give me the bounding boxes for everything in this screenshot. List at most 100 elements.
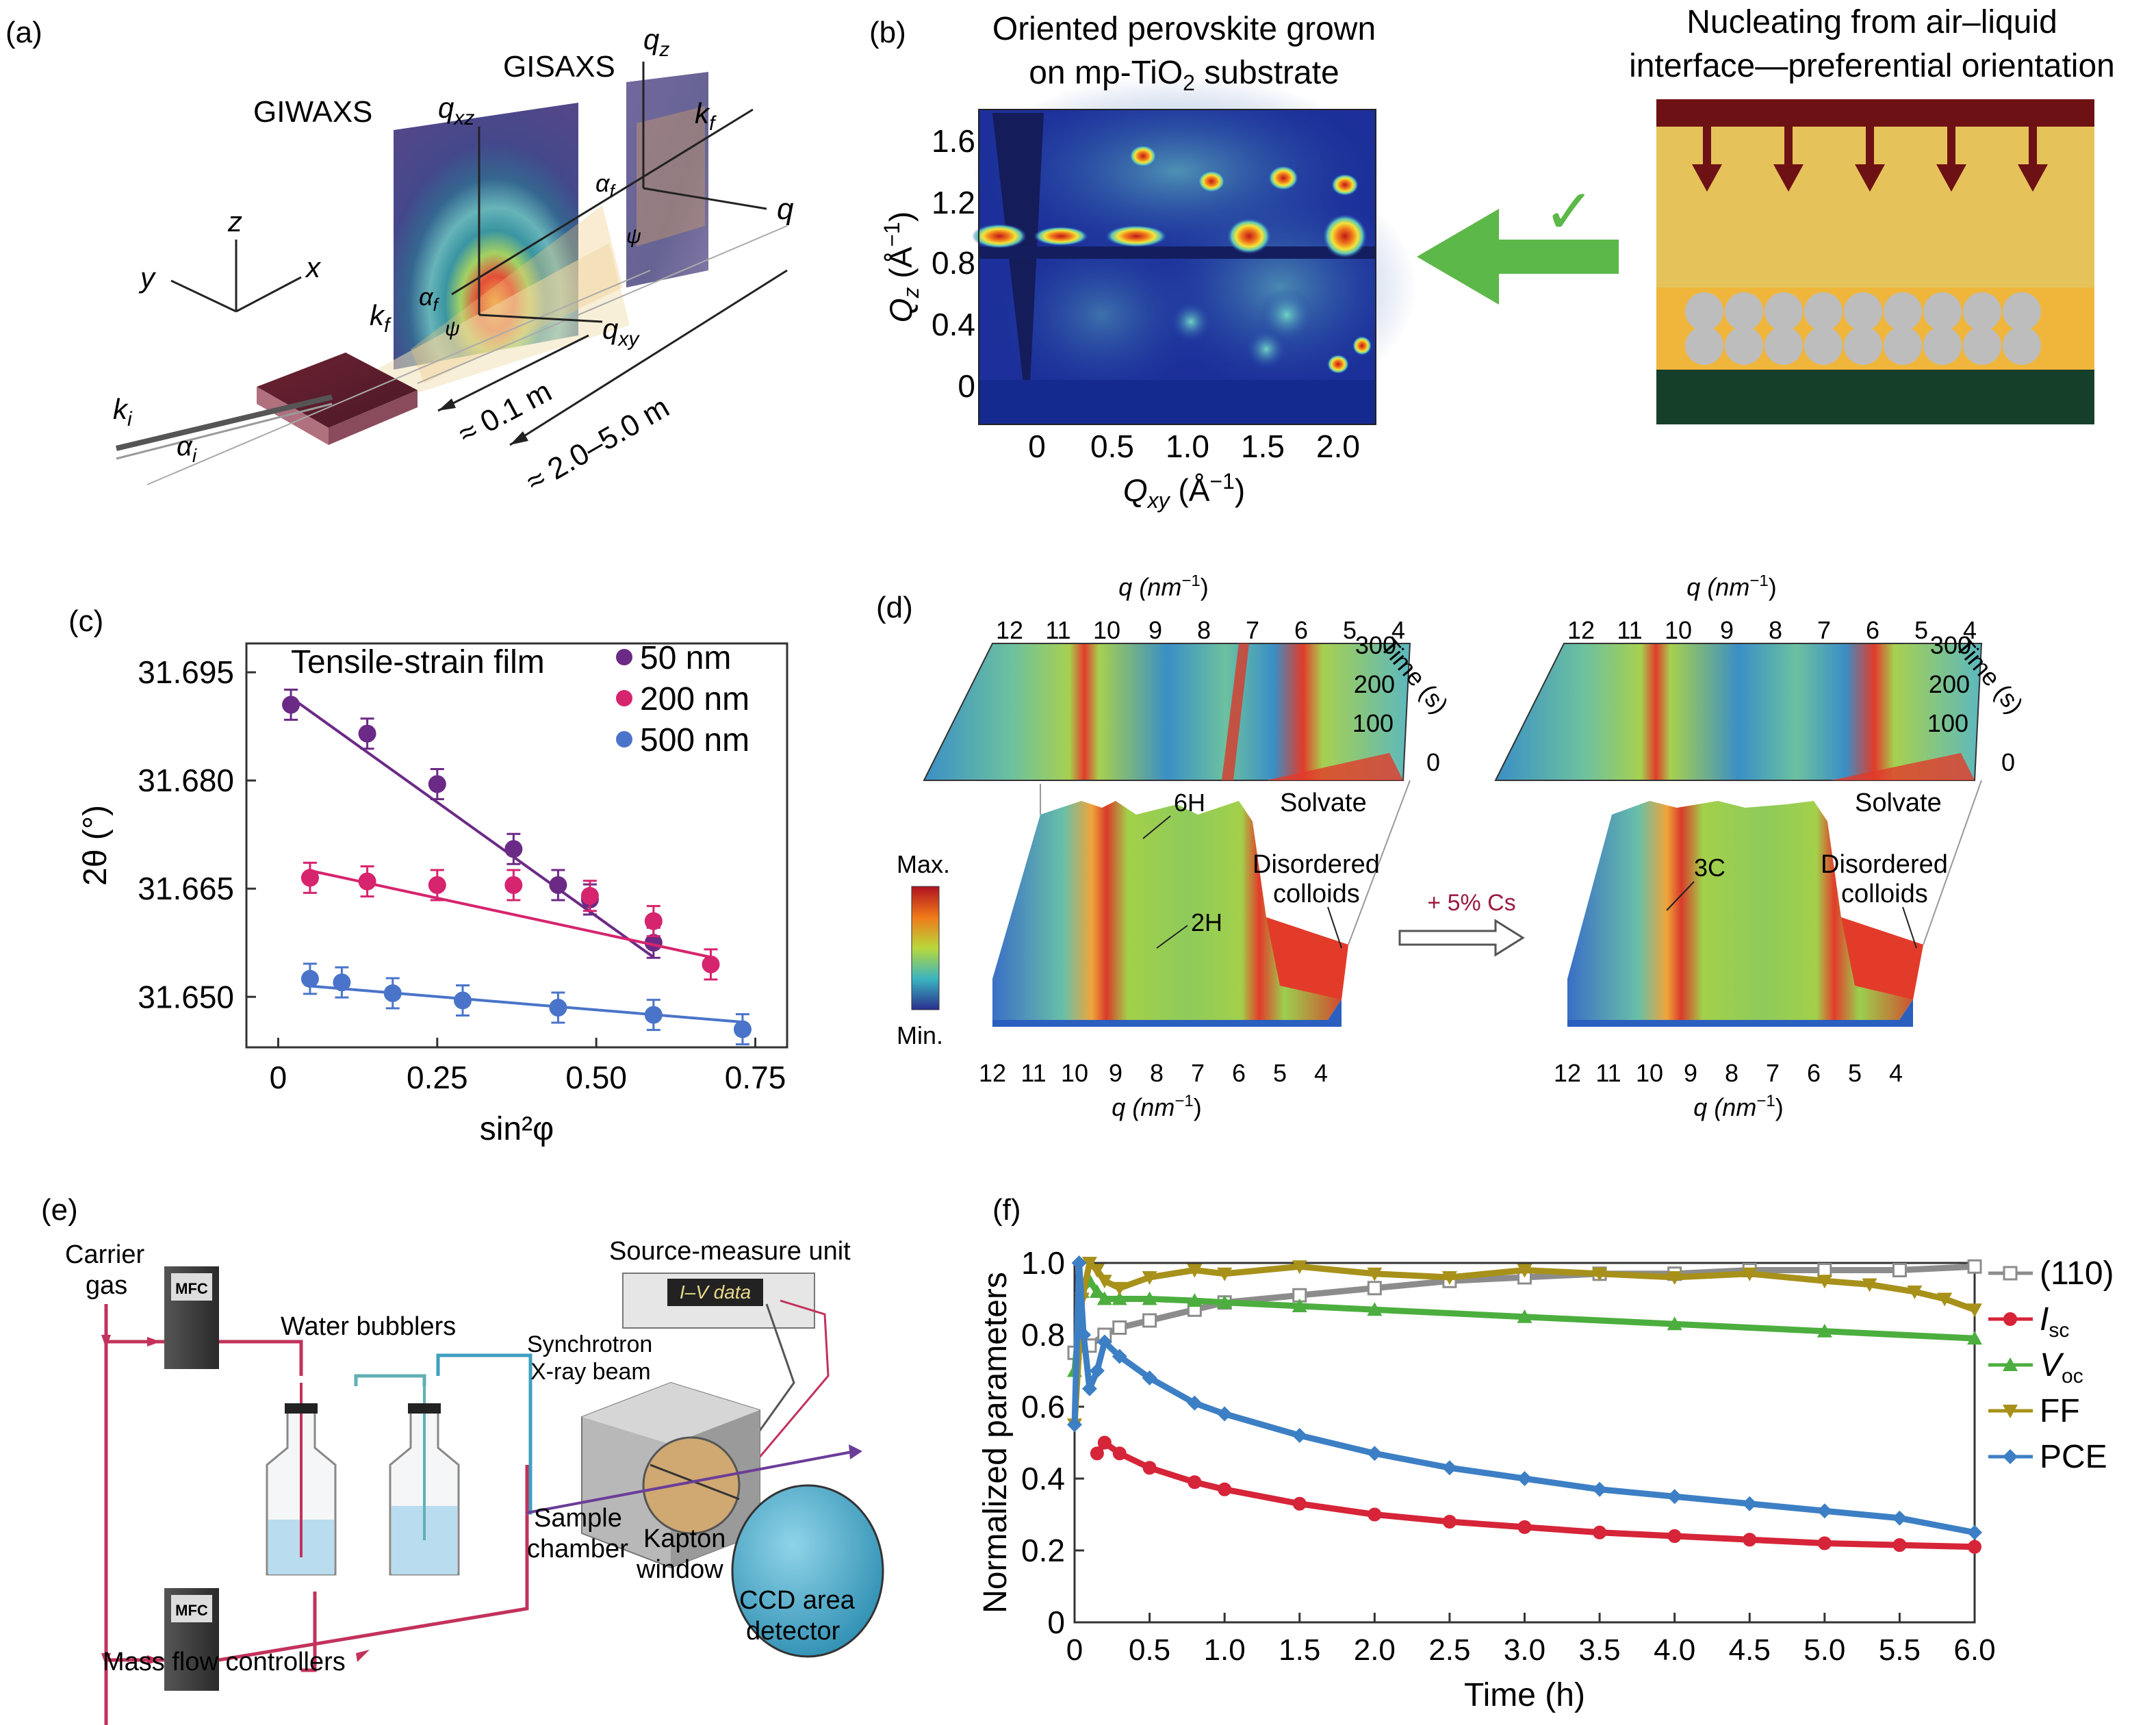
b-ytick: 1.2: [932, 185, 975, 220]
d-bottom-qtick: 7: [1766, 1059, 1780, 1087]
b-right-title-2: interface—preferential orientation: [1629, 48, 2115, 84]
xtick-label: 0.25: [407, 1060, 468, 1095]
data-marker: [1517, 1309, 1532, 1323]
data-marker: [1368, 1507, 1382, 1522]
b-xlabel: Qxy (Å−1): [1123, 469, 1245, 513]
data-point: [300, 969, 319, 988]
d-bottom-qtick: 11: [1021, 1059, 1046, 1087]
data-marker: [1081, 1257, 1097, 1270]
data-point: [454, 991, 472, 1010]
data-point: [580, 886, 599, 905]
green-arrow: [1417, 209, 1619, 305]
y-axis-label: Normalized parameters: [977, 1272, 1014, 1613]
data-marker: [1187, 1395, 1203, 1411]
data-point: [702, 955, 720, 973]
svg-text:αf: αf: [595, 169, 617, 201]
data-marker: [1441, 1271, 1457, 1285]
data-marker: [1968, 1539, 1981, 1554]
svg-text:q (nm−1): q (nm−1): [1112, 1092, 1201, 1121]
giwaxs-label: GIWAXS: [253, 95, 372, 129]
cs-arrow: [1398, 919, 1525, 957]
ytick-label: 31.665: [138, 871, 234, 906]
data-marker: [1743, 1533, 1757, 1547]
ytick-label: 1.0: [1021, 1245, 1065, 1281]
data-marker: [1142, 1370, 1157, 1385]
data-marker: [1862, 1278, 1877, 1292]
data-marker: [1071, 1255, 1087, 1270]
chart-c: (c) 31.695 31.680 31.665 31.650 0 0.25 0.50 0.75…: [68, 604, 788, 1147]
data-point: [644, 1006, 663, 1024]
kapton-1: Kapton: [643, 1524, 726, 1553]
data-marker: [1667, 1271, 1682, 1285]
panel-d: (d) 12 11 10 9 8 7 6 5 4 12 11 10 9 8 7 6 5 4 q (nm−1) q …: [876, 575, 2029, 1121]
d-top-qtick: 8: [1197, 616, 1211, 644]
axis-x: x: [305, 251, 322, 283]
xtick-label: 2.0: [1354, 1633, 1396, 1667]
kapton-window: [642, 1436, 741, 1535]
ccd-detector: [731, 1484, 884, 1658]
data-marker: [1967, 1331, 1982, 1345]
data-marker: [2003, 1266, 2018, 1281]
fit-line: [309, 984, 743, 1024]
data-marker: [1089, 1284, 1105, 1298]
data-marker: [1081, 1381, 1097, 1396]
data-marker: [1967, 1524, 1982, 1540]
svg-text:qz: qz: [643, 23, 669, 61]
b-right-title-1: Nucleating from air–liquid: [1686, 4, 2057, 40]
carrier-gas-2: gas: [86, 1271, 127, 1300]
legend-marker: [616, 649, 632, 665]
svg-text:I–V data: I–V data: [680, 1281, 751, 1303]
d-top-qtick: 6: [1294, 616, 1308, 644]
label-6h: 6H: [1174, 789, 1205, 817]
xtick-label: 1.0: [1204, 1633, 1246, 1667]
data-marker: [1188, 1475, 1202, 1490]
ytick-label: 31.650: [138, 979, 234, 1014]
y-axis-label: 2θ (°): [77, 805, 114, 886]
data-marker: [1517, 1520, 1532, 1534]
data-marker: [1097, 1435, 1112, 1450]
data-marker: [1892, 1510, 1908, 1526]
data-marker: [1142, 1291, 1157, 1305]
legend-label: 50 nm: [640, 640, 731, 676]
data-marker: [1218, 1482, 1232, 1496]
b-ytick: 0: [958, 368, 975, 404]
data-marker: [2003, 1357, 2018, 1371]
sample-2: chamber: [527, 1535, 628, 1563]
ytick-label: 0.2: [1021, 1533, 1065, 1568]
xtick-label: 6.0: [1953, 1633, 1995, 1667]
d-top-qtick: 4: [1963, 616, 1977, 644]
b-xtick: 2.0: [1316, 429, 1360, 464]
d-bottom-qtick: 5: [1848, 1059, 1862, 1087]
xtick-label: 3.5: [1578, 1633, 1620, 1667]
d-top-qtick: 7: [1246, 616, 1259, 644]
data-marker: [1292, 1428, 1307, 1443]
data-marker: [1292, 1299, 1307, 1312]
data-marker: [1967, 1303, 1982, 1318]
data-marker: [1592, 1481, 1608, 1497]
smu-label: Source-measure unit: [609, 1237, 851, 1266]
data-marker: [1517, 1264, 1532, 1278]
xtick-label: 0.5: [1129, 1633, 1170, 1667]
svg-text:q (nm−1): q (nm−1): [1118, 575, 1208, 601]
ytick-label: 31.680: [138, 763, 234, 798]
data-marker: [1142, 1461, 1157, 1475]
svg-text:αf: αf: [419, 283, 440, 315]
label-disordered-right: Disordered: [1821, 850, 1948, 879]
series-line: [1071, 1277, 1975, 1371]
data-marker: [2003, 1405, 2018, 1418]
panel-label-a: (a): [5, 16, 42, 49]
x-axis-label: sin²φ: [480, 1111, 554, 1147]
legend-marker: [616, 690, 632, 706]
xtick-label: 0.50: [565, 1060, 627, 1095]
xtick-label: 1.5: [1279, 1633, 1320, 1667]
data-marker: [1367, 1281, 1382, 1296]
water-bubblers: Water bubblers: [281, 1312, 456, 1341]
data-point: [428, 775, 446, 793]
chart-f: (f) 0 0.2 0.4 0.6 0.8 1.0 0 0.5 1.0 1.5 2.0 2.5 3.0 3.…: [977, 1193, 2114, 1713]
carrier-gas-1: Carrier: [65, 1240, 144, 1269]
svg-text:kf: kf: [695, 97, 717, 135]
label-3c: 3C: [1694, 854, 1725, 882]
data-marker: [1967, 1259, 1982, 1274]
d-top-qtick: 9: [1720, 616, 1734, 644]
data-marker: [1217, 1406, 1233, 1422]
